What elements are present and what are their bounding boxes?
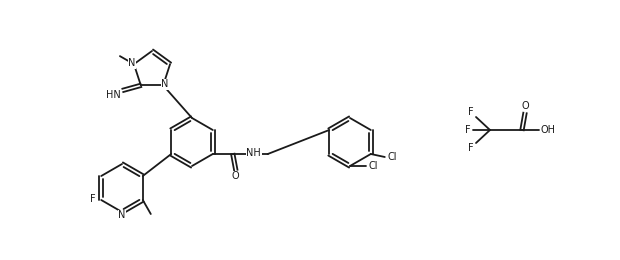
Text: NH: NH	[246, 148, 261, 158]
Text: Cl: Cl	[368, 161, 378, 171]
Text: N: N	[118, 210, 126, 220]
Text: N: N	[161, 79, 169, 89]
Text: F: F	[465, 125, 471, 135]
Text: F: F	[468, 107, 474, 117]
Text: F: F	[468, 143, 474, 153]
Text: N: N	[128, 58, 136, 68]
Text: HN: HN	[107, 90, 121, 100]
Text: Cl: Cl	[387, 152, 397, 162]
Text: O: O	[521, 101, 529, 111]
Text: OH: OH	[541, 125, 556, 135]
Text: F: F	[91, 194, 96, 204]
Text: O: O	[232, 171, 239, 181]
